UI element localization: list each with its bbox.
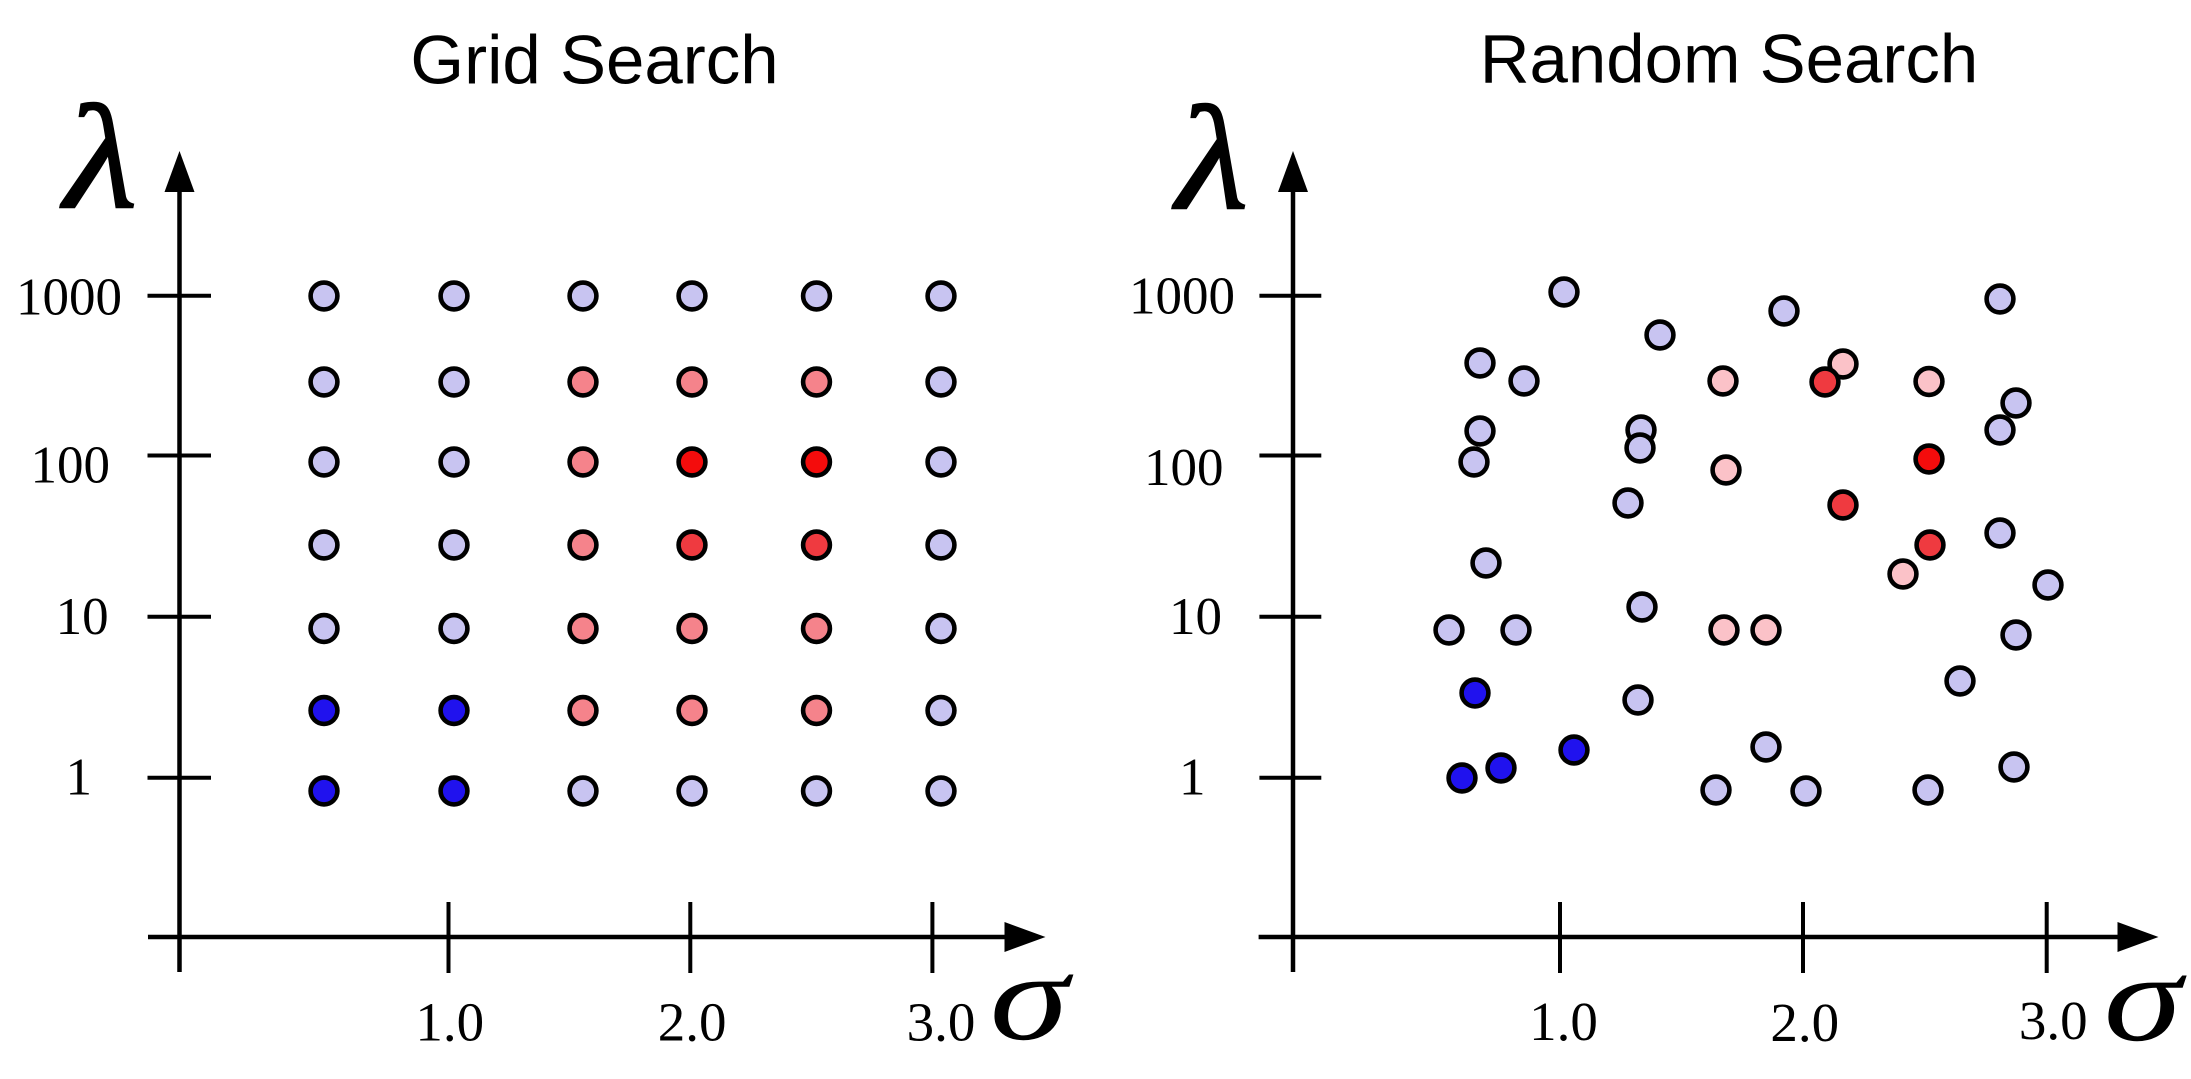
svg-text:100: 100 [1144,439,1224,497]
svg-text:100: 100 [31,436,111,494]
svg-text:σ: σ [2104,929,2187,1068]
svg-text:λ: λ [60,76,137,241]
svg-text:1.0: 1.0 [415,991,484,1052]
svg-text:1000: 1000 [16,268,122,326]
svg-text:10: 10 [1169,588,1222,646]
svg-text:λ: λ [1172,77,1248,242]
svg-text:3.0: 3.0 [907,991,976,1052]
svg-text:3.0: 3.0 [2019,990,2088,1051]
svg-text:10: 10 [56,588,109,646]
svg-text:1: 1 [66,749,93,807]
svg-text:1000: 1000 [1129,268,1235,326]
svg-text:1.0: 1.0 [1529,991,1598,1052]
svg-text:Grid Search: Grid Search [410,21,778,98]
svg-text:σ: σ [990,927,1075,1066]
svg-text:2.0: 2.0 [1770,992,1839,1053]
svg-text:1: 1 [1179,749,1206,807]
svg-text:2.0: 2.0 [658,991,727,1052]
svg-text:Random Search: Random Search [1480,21,1979,98]
